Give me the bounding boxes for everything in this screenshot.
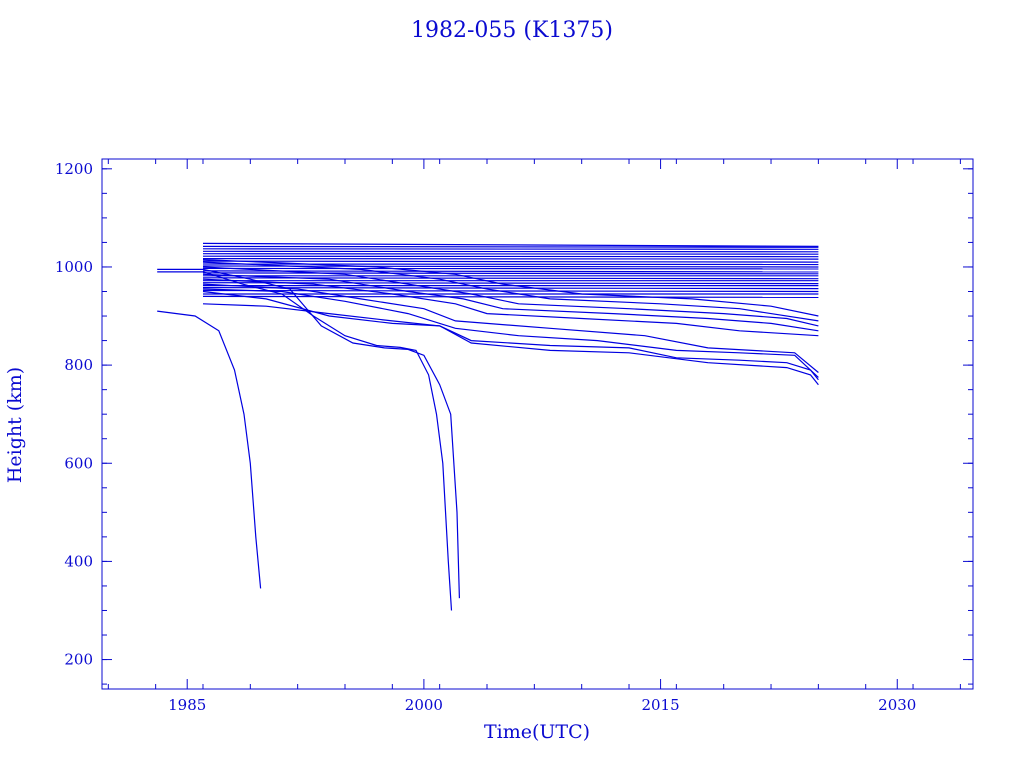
series-line-16 — [202, 287, 819, 290]
series-line-34 — [202, 242, 819, 247]
x-axis-label: Time(UTC) — [484, 721, 590, 743]
tick-labels: 1985 2000 2015 2030 200 400 600 800 1000 1200 — [55, 160, 917, 714]
x-tick-label: 2015 — [641, 696, 679, 714]
series-line-15 — [202, 289, 819, 293]
y-tick-label: 800 — [64, 356, 93, 374]
data-lines — [157, 242, 819, 611]
series-line-3 — [157, 268, 460, 599]
axis-ticks — [102, 159, 973, 689]
series-line-20 — [202, 277, 819, 280]
y-tick-label: 1200 — [55, 160, 93, 178]
series-line-32 — [202, 248, 819, 250]
series-line-25 — [202, 265, 819, 268]
series-line-27 — [202, 260, 819, 263]
x-tick-label: 2030 — [878, 696, 916, 714]
series-line-6 — [202, 288, 819, 378]
series-line-22 — [202, 272, 819, 275]
y-tick-label: 600 — [64, 454, 93, 472]
series-line-29 — [202, 255, 819, 258]
y-axis-label: Height (km) — [4, 367, 26, 483]
plot-frame — [101, 158, 974, 690]
series-line-24 — [202, 267, 819, 270]
series-line-18 — [202, 282, 819, 285]
chart-title: 1982-055 (K1375) — [411, 18, 613, 43]
series-line-31 — [202, 250, 819, 253]
series-line-13 — [202, 295, 819, 298]
x-tick-label: 1985 — [168, 696, 206, 714]
series-line-26 — [202, 263, 819, 266]
series-line-28 — [202, 258, 819, 260]
y-tick-label: 200 — [64, 651, 93, 669]
x-tick-label: 2000 — [405, 696, 443, 714]
series-line-30 — [202, 253, 819, 255]
plot-area — [101, 158, 974, 690]
series-line-23 — [202, 270, 819, 273]
series-line-4 — [202, 303, 819, 386]
y-tick-label: 1000 — [55, 258, 93, 276]
series-line-33 — [202, 245, 819, 248]
series-line-5 — [202, 290, 819, 381]
y-tick-label: 400 — [64, 552, 93, 570]
series-line-1 — [157, 310, 262, 589]
